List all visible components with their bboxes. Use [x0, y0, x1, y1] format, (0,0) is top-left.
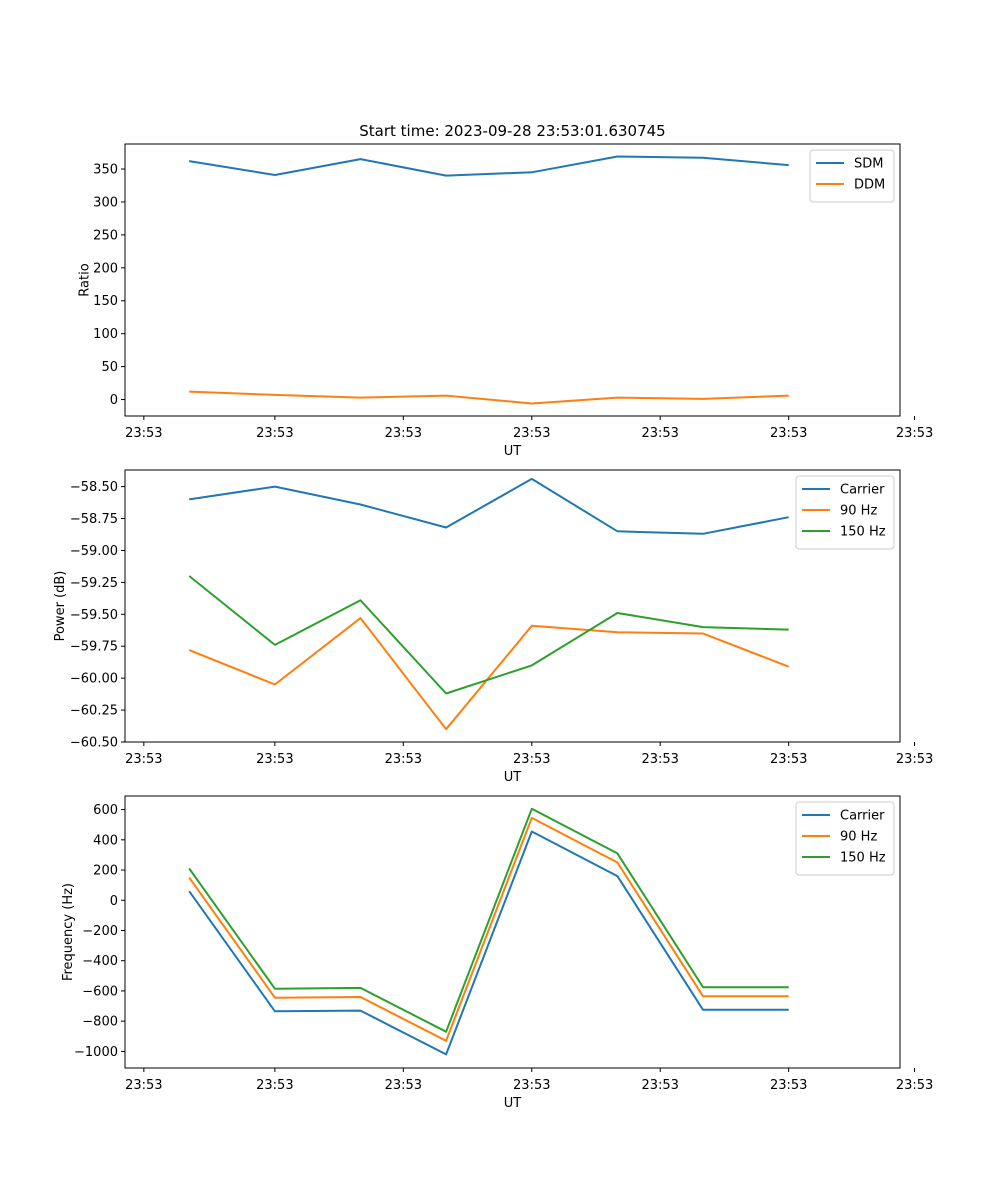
series-line-90-hz [188, 816, 789, 1042]
x-tick-label: 23:53 [513, 426, 550, 441]
x-tick-label: 23:53 [896, 426, 933, 441]
legend-label: Carrier [840, 809, 885, 824]
x-axis-label: UT [504, 444, 522, 459]
x-tick-label: 23:53 [385, 1078, 422, 1093]
chart-panel-1: Start time: 2023-09-28 23:53:01.630745 0 5… [77, 122, 933, 459]
x-tick-label: 23:53 [256, 426, 293, 441]
y-tick-label: 600 [93, 803, 118, 818]
x-tick-label: 23:53 [641, 1078, 678, 1093]
chart-title: Start time: 2023-09-28 23:53:01.630745 [359, 122, 665, 140]
chart-panel-3: −1000 −800 −600 −400 −200 0 200 400 600 23:53 23:5… [61, 795, 933, 1111]
series-line-150-hz [188, 575, 789, 695]
y-tick-label: 300 [93, 195, 118, 210]
x-tick-label: 23:53 [513, 1078, 550, 1093]
legend-label: SDM [854, 157, 883, 172]
series-line-150-hz [188, 807, 789, 1033]
chart-panel-2: −60.50 −60.25 −60.00 −59.75 −59.50 −59.25 −59.… [53, 469, 933, 785]
y-tick-label: −59.00 [70, 544, 118, 559]
legend-label: 150 Hz [840, 851, 886, 866]
x-tick-label: 23:53 [770, 1078, 807, 1093]
legend-label: 90 Hz [840, 830, 877, 845]
y-tick-label: −59.75 [70, 640, 118, 655]
x-tick-label: 23:53 [256, 752, 293, 767]
y-tick-label: −400 [82, 954, 118, 969]
y-tick-label: −600 [82, 984, 118, 999]
y-tick-label: 200 [93, 261, 118, 276]
y-tick-label: −800 [82, 1015, 118, 1030]
y-tick-label: −60.50 [70, 736, 118, 751]
legend-label: DDM [854, 178, 885, 193]
x-tick-label: 23:53 [641, 752, 678, 767]
axes-frame [124, 795, 901, 1069]
x-tick-label: 23:53 [896, 752, 933, 767]
x-tick-label: 23:53 [770, 752, 807, 767]
series-line-sdm [189, 155, 789, 177]
legend: Carrier 90 Hz 150 Hz [795, 801, 895, 876]
axes-frame [124, 143, 901, 417]
x-tick-label: 23:53 [513, 752, 550, 767]
y-tick-label: 0 [110, 894, 118, 909]
series-line-carrier [189, 477, 789, 535]
y-tick-label: −58.75 [70, 512, 118, 527]
x-axis-label: UT [504, 1096, 522, 1111]
legend-label: Carrier [840, 483, 885, 498]
x-tick-label: 23:53 [125, 426, 162, 441]
y-tick-label: −60.25 [70, 704, 118, 719]
legend: SDM DDM [809, 149, 895, 203]
x-tick-label: 23:53 [385, 752, 422, 767]
y-tick-label: −59.25 [70, 576, 118, 591]
legend-label: 150 Hz [840, 525, 886, 540]
y-tick-label: 250 [93, 228, 118, 243]
x-tick-label: 23:53 [385, 426, 422, 441]
series-line-carrier [188, 830, 789, 1056]
x-tick-label: 23:53 [256, 1078, 293, 1093]
x-tick-label: 23:53 [896, 1078, 933, 1093]
y-tick-label: −1000 [74, 1045, 118, 1060]
y-tick-label: 150 [93, 294, 118, 309]
x-tick-label: 23:53 [641, 426, 678, 441]
y-tick-label: 0 [110, 393, 118, 408]
y-tick-label: 50 [101, 360, 118, 375]
y-tick-label: −58.50 [70, 480, 118, 495]
x-tick-label: 23:53 [770, 426, 807, 441]
y-axis-label: Ratio [77, 263, 92, 296]
x-axis-label: UT [504, 770, 522, 785]
series-line-ddm [189, 390, 789, 405]
y-tick-label: 100 [93, 327, 118, 342]
y-axis-label: Power (dB) [53, 571, 68, 642]
y-tick-label: 400 [93, 833, 118, 848]
legend-label: 90 Hz [840, 504, 877, 519]
y-tick-label: −200 [82, 924, 118, 939]
legend: Carrier 90 Hz 150 Hz [795, 475, 895, 550]
axes-frame [124, 469, 901, 743]
x-tick-label: 23:53 [125, 1078, 162, 1093]
y-tick-label: 350 [93, 163, 118, 178]
x-tick-label: 23:53 [125, 752, 162, 767]
y-tick-label: −60.00 [70, 672, 118, 687]
series-line-90-hz [188, 617, 790, 731]
y-tick-label: 200 [93, 864, 118, 879]
y-axis-label: Frequency (Hz) [61, 883, 76, 981]
y-tick-label: −59.50 [70, 608, 118, 623]
